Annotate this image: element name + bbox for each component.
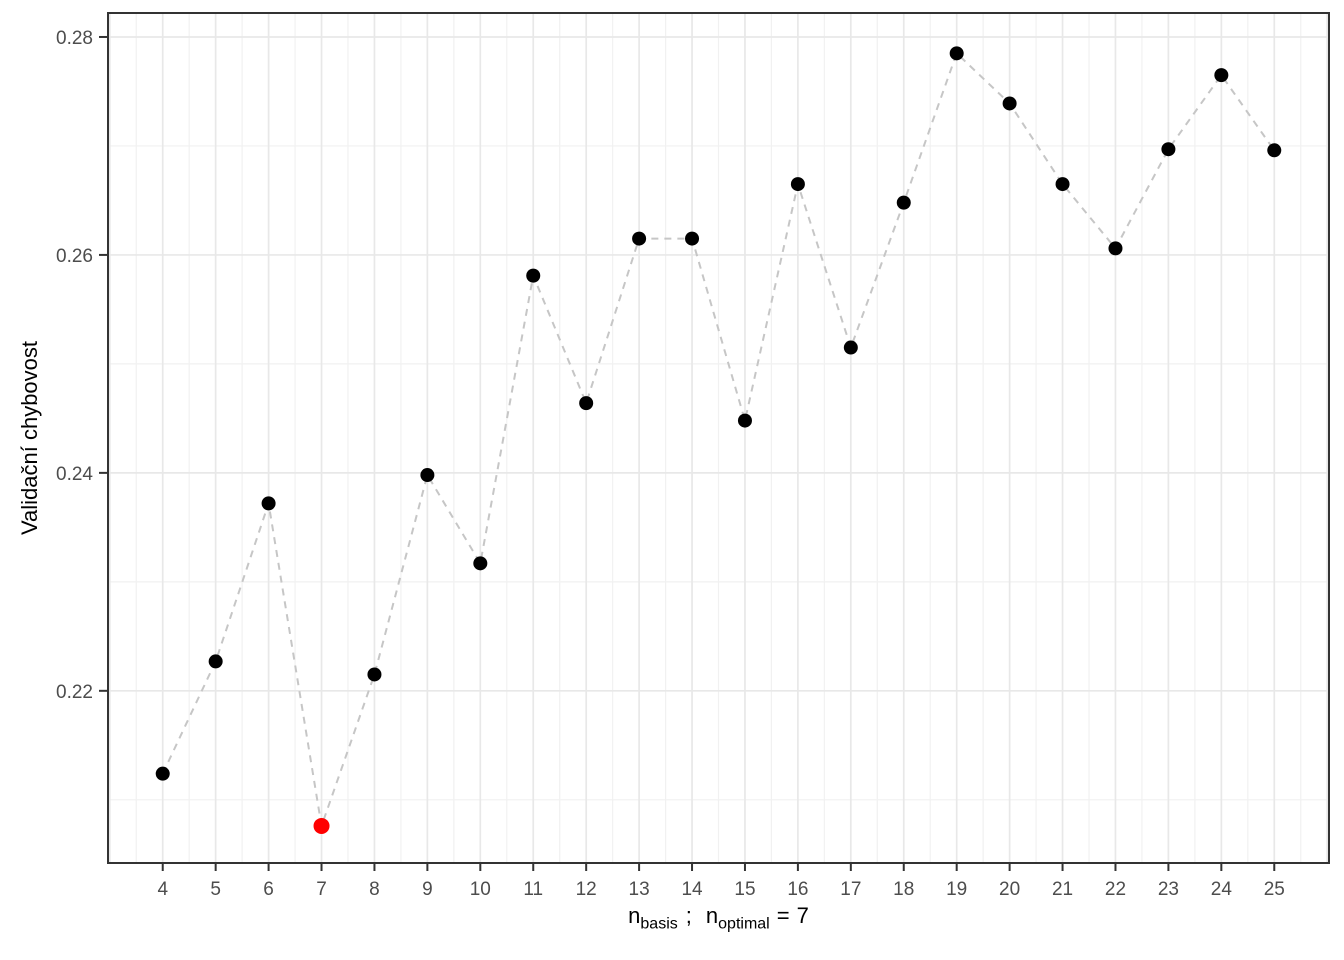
data-point	[1055, 177, 1070, 192]
data-point	[685, 231, 700, 246]
x-tick-label: 14	[681, 879, 703, 900]
data-point	[949, 46, 964, 61]
data-point	[737, 413, 752, 428]
x-axis-title: nbasis; noptimal = 7	[108, 903, 1329, 933]
data-point	[632, 231, 647, 246]
panel-border	[107, 12, 1330, 864]
x-tick-label: 5	[210, 879, 221, 900]
x-title-optimal-value: 7	[796, 903, 809, 928]
data-point	[526, 268, 541, 283]
y-tick-label: 0.22	[56, 682, 93, 703]
data-point	[155, 766, 170, 781]
x-tick-label: 22	[1105, 879, 1126, 900]
x-tick-label: 9	[422, 879, 433, 900]
x-tick-label: 25	[1264, 879, 1285, 900]
x-tick-label: 13	[629, 879, 650, 900]
x-tick-label: 4	[157, 879, 168, 900]
data-point	[843, 340, 858, 355]
y-tick-label: 0.28	[56, 28, 93, 49]
data-point	[473, 556, 488, 571]
optimal-point	[313, 817, 330, 834]
x-tick-label: 20	[999, 879, 1020, 900]
data-point	[261, 496, 276, 511]
data-point	[420, 468, 435, 483]
x-tick-label: 10	[470, 879, 491, 900]
y-tick-label: 0.24	[56, 464, 93, 485]
data-point	[1002, 96, 1017, 111]
trend-line	[161, 51, 1276, 827]
x-tick-label: 7	[316, 879, 327, 900]
x-tick-label: 11	[523, 879, 543, 900]
x-tick-label: 17	[840, 879, 861, 900]
x-tick-label: 6	[263, 879, 274, 900]
data-point	[1267, 143, 1282, 158]
x-title-separator: ;	[685, 903, 692, 928]
x-tick-label: 18	[893, 879, 914, 900]
data-point	[790, 177, 805, 192]
x-tick-label: 12	[576, 879, 597, 900]
x-title-equals: =	[776, 903, 790, 928]
data-point	[1161, 142, 1176, 157]
x-title-var1: n	[628, 903, 641, 928]
x-tick-label: 24	[1211, 879, 1233, 900]
x-tick-label: 23	[1158, 879, 1179, 900]
data-point	[1214, 68, 1229, 83]
data-point	[1108, 241, 1123, 256]
x-tick-label: 16	[787, 879, 808, 900]
data-point	[208, 654, 223, 669]
x-title-var1-sub: basis	[640, 915, 678, 933]
x-title-var2: n	[705, 903, 719, 928]
data-point	[579, 396, 594, 411]
x-title-var2-sub: optimal	[718, 915, 770, 933]
x-tick-label: 8	[369, 879, 380, 900]
data-point	[367, 667, 382, 682]
data-point	[896, 195, 911, 210]
x-tick-label: 21	[1052, 879, 1073, 900]
x-tick-label: 15	[734, 879, 755, 900]
x-tick-label: 19	[946, 879, 967, 900]
y-tick-label: 0.26	[56, 246, 93, 267]
